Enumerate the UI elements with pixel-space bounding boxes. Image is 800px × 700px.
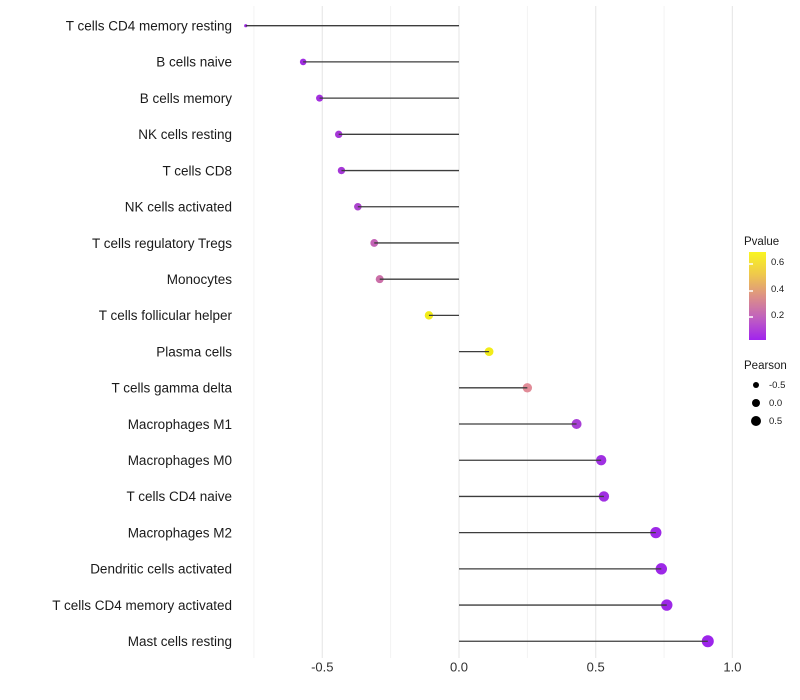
data-point <box>244 24 248 28</box>
y-axis-label: Monocytes <box>167 272 233 287</box>
y-axis-label: T cells follicular helper <box>99 308 233 323</box>
y-axis-label: Dendritic cells activated <box>90 562 232 577</box>
x-axis-tick-label: 0.0 <box>450 660 468 675</box>
y-axis-label: NK cells resting <box>138 127 232 142</box>
x-axis-tick-label: -0.5 <box>311 660 333 675</box>
x-axis-tick-label: 0.5 <box>587 660 605 675</box>
y-axis-label: Macrophages M0 <box>128 453 232 468</box>
y-axis-label: Macrophages M2 <box>128 525 232 540</box>
y-axis-label: Macrophages M1 <box>128 417 232 432</box>
y-axis-label: T cells CD4 memory resting <box>66 19 232 34</box>
y-axis-label: NK cells activated <box>125 200 232 215</box>
y-axis-label: B cells memory <box>140 91 233 106</box>
x-axis-tick-label: 1.0 <box>723 660 741 675</box>
y-axis-label: T cells CD8 <box>162 163 232 178</box>
data-point <box>335 130 343 139</box>
y-axis-label: B cells naive <box>156 55 232 70</box>
y-axis-label: Mast cells resting <box>128 634 232 649</box>
y-axis-label: T cells gamma delta <box>111 381 232 396</box>
y-axis-label: T cells regulatory Tregs <box>92 236 232 251</box>
y-axis-label: Plasma cells <box>156 344 232 359</box>
y-axis-label: T cells CD4 memory activated <box>52 598 232 613</box>
y-axis-label: T cells CD4 naive <box>126 489 232 504</box>
data-point <box>424 311 434 320</box>
